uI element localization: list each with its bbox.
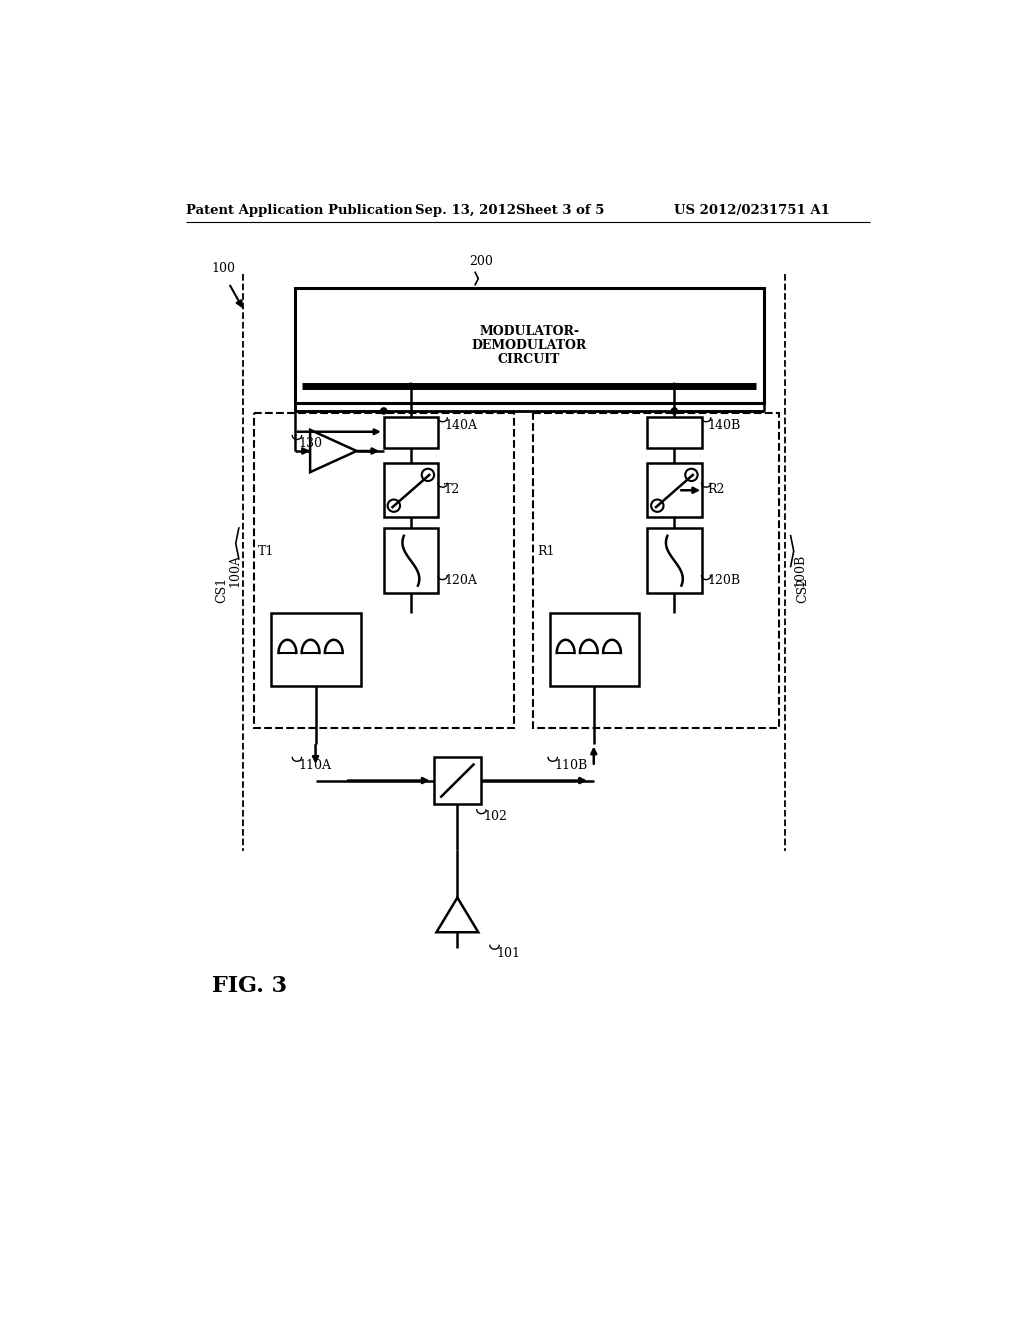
Circle shape — [408, 383, 414, 389]
Bar — [254, 412, 514, 729]
Bar — [647, 528, 701, 594]
Polygon shape — [310, 430, 356, 473]
Text: Sheet 3 of 5: Sheet 3 of 5 — [515, 205, 604, 218]
Text: 200: 200 — [469, 255, 493, 268]
Text: 130: 130 — [299, 437, 323, 450]
Text: FIG. 3: FIG. 3 — [212, 975, 287, 997]
Text: CS2: CS2 — [796, 577, 809, 603]
Text: 120B: 120B — [708, 574, 740, 587]
Bar — [647, 417, 701, 447]
Circle shape — [381, 408, 387, 414]
Bar — [532, 412, 779, 729]
Text: US 2012/0231751 A1: US 2012/0231751 A1 — [675, 205, 830, 218]
Text: R1: R1 — [538, 545, 555, 557]
Circle shape — [672, 408, 678, 414]
Text: 100A: 100A — [228, 554, 241, 587]
Polygon shape — [436, 898, 478, 932]
Text: 102: 102 — [483, 810, 507, 824]
Bar — [271, 612, 360, 686]
Text: 120A: 120A — [444, 574, 477, 587]
Bar — [550, 612, 639, 686]
Text: 140A: 140A — [444, 418, 477, 432]
Bar — [384, 528, 438, 594]
Text: CS1: CS1 — [216, 577, 228, 603]
Text: 100B: 100B — [793, 553, 806, 587]
Text: 110A: 110A — [299, 759, 332, 772]
Text: Patent Application Publication: Patent Application Publication — [186, 205, 413, 218]
Text: 110B: 110B — [554, 759, 588, 772]
Text: 140B: 140B — [708, 418, 741, 432]
Text: 100: 100 — [212, 263, 236, 276]
Bar — [384, 417, 438, 447]
Text: T1: T1 — [258, 545, 274, 557]
Text: T2: T2 — [444, 483, 461, 496]
Text: CIRCUIT: CIRCUIT — [498, 352, 560, 366]
Text: R2: R2 — [708, 483, 725, 496]
Text: MODULATOR-: MODULATOR- — [479, 325, 579, 338]
Bar — [295, 288, 764, 404]
Bar — [384, 463, 438, 517]
Bar — [434, 758, 480, 804]
Bar — [647, 463, 701, 517]
Text: Sep. 13, 2012: Sep. 13, 2012 — [415, 205, 516, 218]
Text: DEMODULATOR: DEMODULATOR — [471, 339, 587, 352]
Text: 101: 101 — [496, 946, 520, 960]
Circle shape — [672, 383, 678, 389]
